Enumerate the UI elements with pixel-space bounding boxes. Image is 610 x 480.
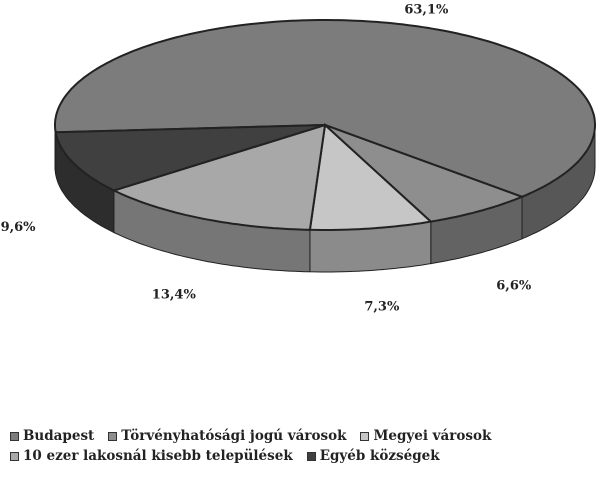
legend-label: 10 ezer lakosnál kisebb települések xyxy=(23,448,293,464)
legend-label: Budapest xyxy=(23,428,95,444)
slice xyxy=(54,19,596,198)
slice xyxy=(324,124,525,223)
legend-item: Törvényhatósági jogú városok xyxy=(108,428,346,444)
legend-item: 10 ezer lakosnál kisebb települések xyxy=(10,448,293,464)
legend-swatch xyxy=(10,431,19,441)
legend-item: Megyei városok xyxy=(360,428,491,444)
legend-label: Egyéb községek xyxy=(319,448,440,464)
data-label: 63,1% xyxy=(404,3,449,18)
slice xyxy=(308,122,433,231)
data-label: 9,6% xyxy=(1,220,37,235)
legend-swatch xyxy=(306,451,316,461)
slice xyxy=(54,124,326,192)
legend-item: Budapest xyxy=(10,428,94,444)
legend: Budapest Törvényhatósági jogú városok Megy… xyxy=(10,428,610,464)
slice xyxy=(111,123,327,231)
legend-item: Egyéb községek xyxy=(306,448,440,464)
chart: 63,1% 6,6% 7,3% 13,4% 9,6% xyxy=(1,3,596,315)
legend-swatch xyxy=(108,431,118,441)
legend-label: Megyei városok xyxy=(373,428,492,444)
legend-swatch xyxy=(360,431,370,441)
data-label: 6,6% xyxy=(496,278,532,293)
data-label: 7,3% xyxy=(364,300,400,315)
legend-label: Törvényhatósági jogú városok xyxy=(121,428,347,444)
legend-swatch xyxy=(10,451,19,461)
data-label: 13,4% xyxy=(152,287,197,302)
